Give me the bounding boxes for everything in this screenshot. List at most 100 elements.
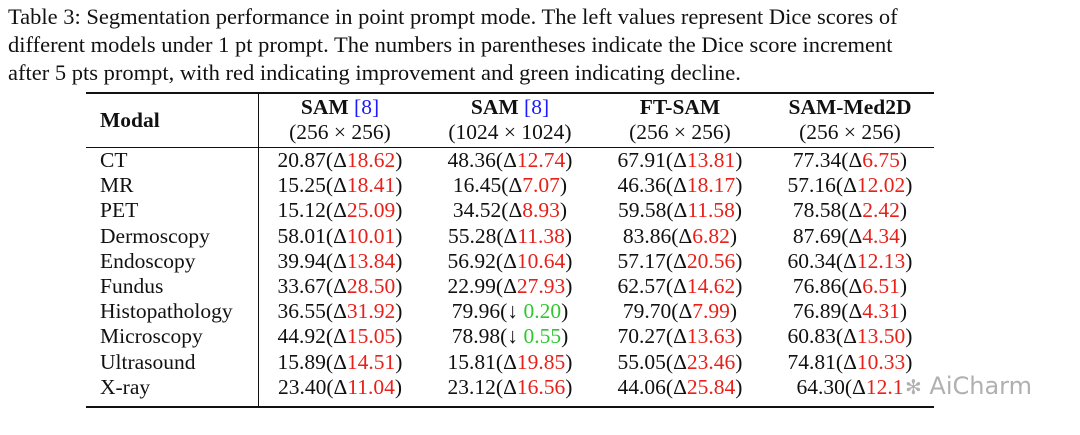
delta-close: ) — [559, 198, 568, 223]
score-cell: 39.94(Δ13.84) — [278, 249, 403, 274]
score-cell: 34.52(Δ8.93) — [453, 198, 567, 223]
delta-open: (Δ — [495, 274, 517, 298]
delta-open: (Δ — [835, 324, 857, 349]
delta-value: 2.42 — [862, 198, 900, 223]
dice-score: 60.83 — [787, 324, 836, 349]
delta-value: 13.81 — [686, 148, 736, 172]
score-cell: 79.96(↓ 0.20) — [452, 299, 568, 324]
dice-score: 83.86 — [622, 223, 672, 248]
delta-close: ) — [735, 374, 743, 399]
dice-score: 70.27 — [617, 324, 666, 349]
delta-open: (↓ — [500, 324, 524, 349]
delta-open: (Δ — [841, 198, 863, 223]
delta-open: (↓ — [500, 299, 524, 324]
delta-value: 13.84 — [346, 248, 396, 273]
score-cell: 55.05(Δ23.46) — [618, 350, 743, 375]
delta-close: ) — [395, 198, 403, 223]
score-cell: 76.86(Δ6.51) — [793, 274, 907, 299]
delta-value: 12.02 — [856, 173, 906, 198]
dice-score: 62.57 — [617, 274, 666, 298]
delta-close: ) — [395, 173, 403, 198]
score-cell: 83.86(Δ6.82) — [623, 224, 737, 249]
delta-open: (Δ — [841, 148, 863, 172]
delta-open: (Δ — [665, 324, 687, 349]
citation: [8] — [354, 95, 380, 119]
dice-score: 56.92 — [447, 248, 496, 273]
delta-open: (Δ — [325, 148, 347, 172]
dice-score: 16.45 — [452, 173, 502, 198]
delta-close: ) — [395, 349, 403, 374]
model-name: FT-SAM — [639, 95, 721, 119]
score-cell: 67.91(Δ13.81) — [618, 148, 743, 173]
dice-score: 33.67 — [277, 274, 326, 298]
dice-score: 55.28 — [447, 223, 497, 248]
delta-open: (Δ — [841, 299, 863, 324]
modal-name: X-ray — [100, 374, 151, 399]
score-cell: 77.34(Δ6.75) — [793, 148, 907, 173]
dice-score: 74.81 — [787, 349, 836, 374]
score-cell: 23.40(Δ11.04) — [278, 375, 402, 400]
dice-score: 78.98 — [451, 324, 501, 349]
score-cell: 46.36(Δ18.17) — [618, 173, 743, 198]
dice-score: 44.06 — [617, 374, 666, 399]
modal-name: Ultrasound — [100, 349, 196, 374]
dice-score: 87.69 — [792, 223, 842, 248]
score-cell: 60.83(Δ13.50) — [788, 324, 913, 349]
delta-close: ) — [564, 223, 573, 248]
delta-value: 18.41 — [346, 173, 396, 198]
delta-open: (Δ — [835, 349, 857, 374]
watermark-text: AiCharm — [929, 372, 1032, 400]
delta-open: (Δ — [671, 299, 693, 324]
delta-value: 14.51 — [346, 349, 396, 374]
delta-close: ) — [899, 299, 908, 324]
delta-close: ) — [395, 299, 403, 324]
delta-close: ) — [395, 274, 403, 298]
delta-value: 10.64 — [516, 248, 566, 273]
delta-open: (Δ — [501, 173, 523, 198]
modal-name: Fundus — [100, 274, 164, 298]
delta-value: 25.09 — [346, 198, 396, 223]
delta-close: ) — [565, 248, 573, 273]
delta-value: 10.33 — [856, 349, 906, 374]
delta-value: 13.63 — [686, 324, 736, 349]
delta-open: (Δ — [841, 223, 863, 248]
dice-score: 46.36 — [617, 173, 666, 198]
delta-open: (Δ — [495, 374, 517, 399]
delta-close: ) — [565, 374, 573, 399]
dice-score: 59.58 — [617, 198, 667, 223]
score-cell: 23.12(Δ16.56) — [448, 375, 573, 400]
delta-close: ) — [899, 274, 908, 298]
score-cell: 70.27(Δ13.63) — [618, 324, 743, 349]
column-header: SAM-Med2D — [788, 95, 911, 120]
delta-value: 18.17 — [686, 173, 736, 198]
delta-close: ) — [565, 148, 573, 172]
delta-value: 12.74 — [516, 148, 566, 172]
delta-close: ) — [395, 248, 403, 273]
score-cell: 78.98(↓ 0.55) — [452, 324, 568, 349]
delta-value: 20.56 — [686, 248, 736, 273]
dice-score: 39.94 — [277, 248, 326, 273]
delta-value: 12.1 — [865, 374, 904, 399]
delta-open: (Δ — [325, 274, 347, 298]
delta-value: 25.84 — [686, 374, 736, 399]
dice-score: 15.89 — [277, 349, 326, 374]
delta-value: 12.13 — [856, 248, 906, 273]
delta-open: (Δ — [665, 274, 687, 298]
delta-value: 6.51 — [862, 274, 900, 298]
score-cell: 64.30(Δ12.1 — [797, 375, 904, 400]
delta-open: (Δ — [325, 198, 347, 223]
modal-header: Modal — [100, 108, 160, 132]
score-cell: 78.58(Δ2.42) — [793, 198, 907, 223]
delta-open: (Δ — [495, 248, 517, 273]
column-divider — [258, 94, 259, 406]
dice-score: 34.52 — [452, 198, 502, 223]
delta-open: (Δ — [325, 299, 347, 324]
delta-close: ) — [565, 349, 573, 374]
caption-line: different models under 1 pt prompt. The … — [8, 32, 893, 57]
caption-line: Table 3: Segmentation performance in poi… — [8, 4, 898, 29]
delta-value: 6.82 — [692, 223, 730, 248]
delta-close: ) — [905, 173, 913, 198]
column-header: FT-SAM — [640, 95, 720, 120]
delta-open: (Δ — [496, 223, 518, 248]
watermark: ✻ AiCharm — [905, 372, 1032, 400]
